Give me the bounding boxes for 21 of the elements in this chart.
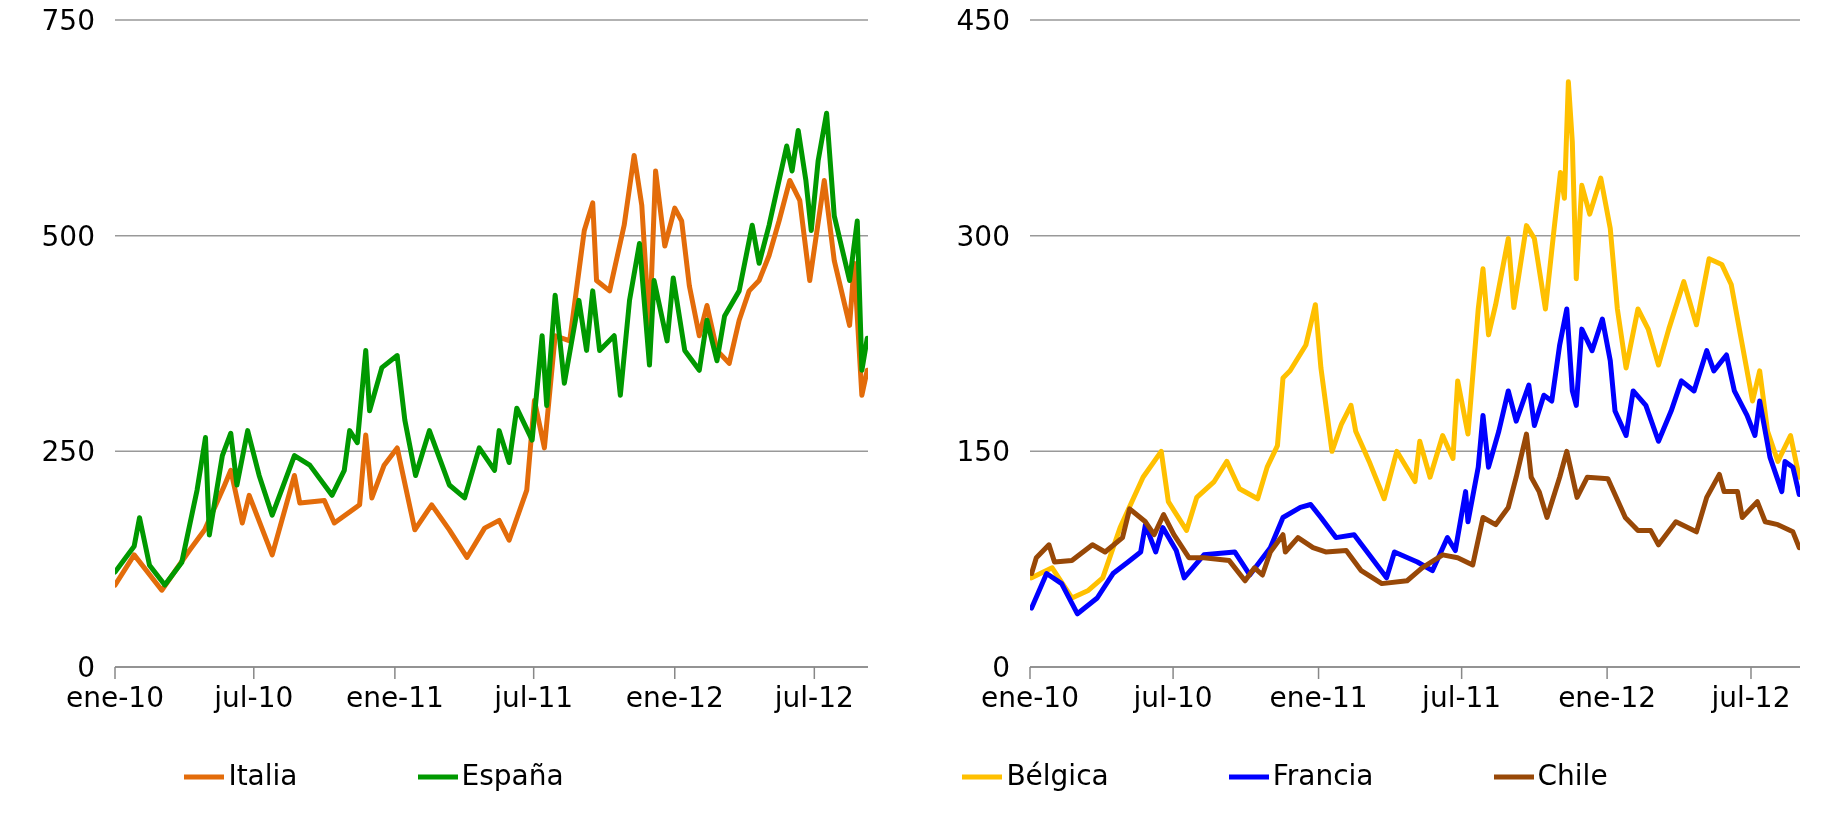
y-tick-label: 450 [956,3,1010,37]
legend-label: Bélgica [1006,759,1109,792]
x-tick-label: jul-10 [1132,680,1213,714]
y-tick-label: 500 [41,219,95,253]
y-tick-label: 300 [956,219,1010,253]
x-tick-label: jul-10 [213,680,294,714]
legend-label: Francia [1272,759,1374,792]
legend-label: Italia [228,759,298,792]
x-tick-label: ene-12 [1558,680,1657,714]
y-tick-label: 250 [41,435,95,469]
x-tick-label: ene-11 [345,680,444,714]
x-tick-label: jul-12 [773,680,854,714]
x-tick-label: ene-11 [1269,680,1368,714]
legend-label: España [461,759,564,792]
x-tick-label: jul-11 [493,680,574,714]
x-tick-label: ene-12 [625,680,724,714]
x-tick-label: jul-12 [1710,680,1791,714]
legend-label: Chile [1537,759,1608,792]
y-tick-label: 750 [41,3,95,37]
x-tick-label: jul-11 [1421,680,1502,714]
y-tick-label: 150 [956,435,1010,469]
